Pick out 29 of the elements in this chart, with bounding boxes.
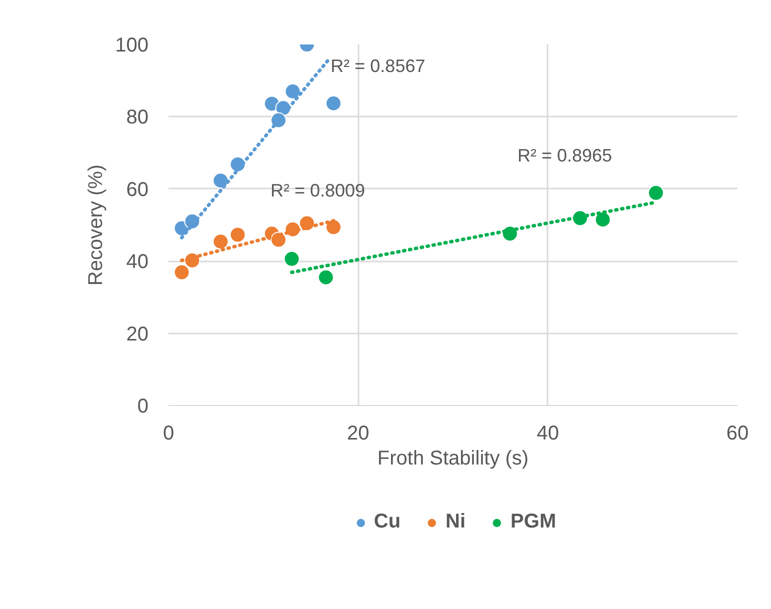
point (326, 219, 342, 236)
x-tick-label: 20 (347, 422, 370, 444)
y-tick-label: 0 (137, 396, 148, 418)
y-tick-label: 60 (126, 178, 149, 201)
annotation: R² = 0.8567 (330, 56, 426, 76)
y-tick-label: 40 (126, 251, 149, 274)
point (230, 226, 246, 243)
point (318, 269, 334, 286)
point (326, 95, 342, 112)
legend-label: Ni (446, 510, 466, 534)
point (284, 83, 301, 100)
legend-label: PGM (510, 510, 556, 534)
annotation: R² = 0.8009 (270, 180, 366, 200)
point (648, 184, 664, 201)
y-tick-label: 20 (126, 323, 149, 346)
x-tick-label: 60 (726, 422, 749, 444)
y-tick-label: 100 (115, 34, 149, 56)
point (594, 212, 611, 228)
point (212, 234, 229, 250)
point (284, 250, 300, 267)
legend-label: Cu (374, 510, 401, 534)
point (174, 264, 190, 280)
y-axis-title: Recovery (%) (85, 164, 108, 286)
x-tick-label: 0 (162, 422, 174, 444)
annotation: R² = 0.8965 (518, 146, 612, 166)
x-axis-title: Froth Stability (s) (377, 448, 529, 470)
point (212, 172, 229, 189)
x-tick-label: 40 (536, 422, 559, 444)
y-tick-label: 80 (126, 106, 149, 129)
